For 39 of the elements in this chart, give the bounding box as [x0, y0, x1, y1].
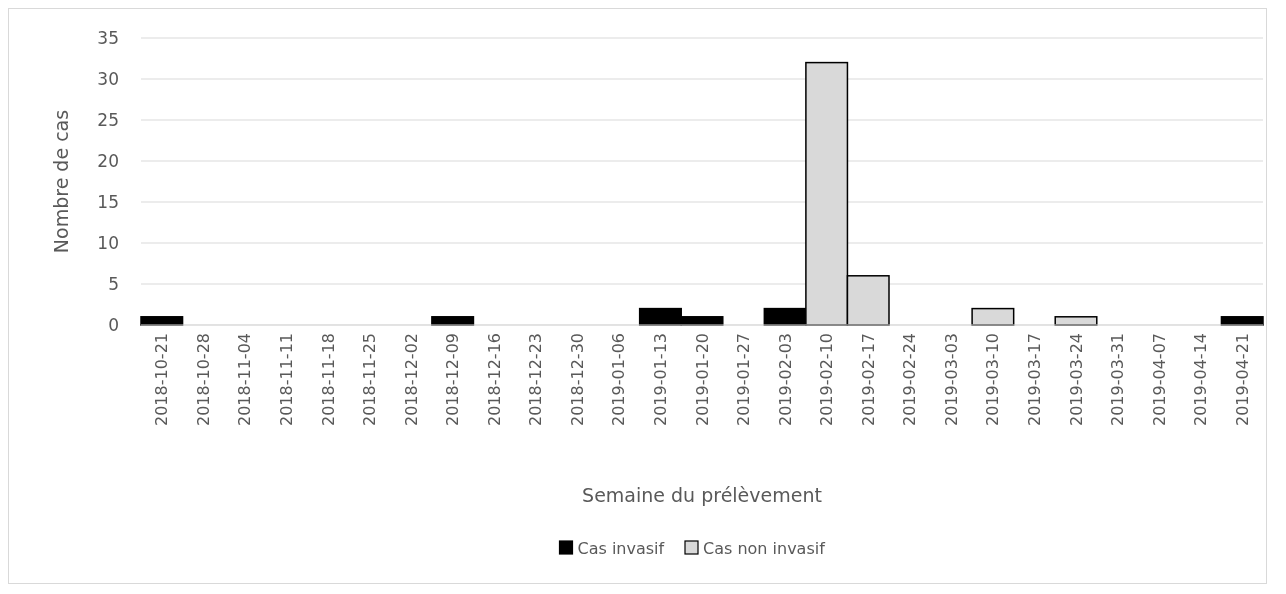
- x-tick-label: 2018-10-21: [152, 333, 172, 426]
- y-tick-label: 20: [97, 150, 119, 171]
- y-tick-label: 0: [108, 314, 119, 335]
- y-tick-label: 15: [97, 191, 119, 212]
- x-tick-label: 2019-02-24: [900, 333, 920, 426]
- legend-label: Cas non invasif: [703, 538, 826, 558]
- x-tick-label: 2019-02-17: [858, 333, 878, 426]
- x-tick-label: 2018-12-23: [526, 333, 546, 426]
- x-tick-label: 2019-04-07: [1149, 333, 1169, 426]
- x-tick-label: 2018-11-04: [235, 333, 255, 426]
- x-tick-label: 2019-01-13: [651, 333, 671, 426]
- x-axis-title: Semaine du prélèvement: [582, 484, 822, 506]
- x-tick-label: 2019-03-10: [983, 333, 1003, 426]
- x-tick-label: 2018-12-16: [484, 333, 504, 426]
- x-tick-label: 2019-03-24: [1066, 333, 1086, 426]
- y-axis-title: Nombre de cas: [50, 109, 72, 254]
- x-tick-label: 2018-11-25: [360, 333, 380, 426]
- legend-label: Cas invasif: [577, 538, 665, 558]
- x-tick-label: 2018-12-30: [567, 333, 587, 426]
- x-tick-label: 2019-04-21: [1232, 333, 1252, 426]
- x-tick-label: 2019-03-03: [941, 333, 961, 426]
- y-tick-label: 5: [108, 273, 119, 294]
- x-tick-label: 2019-01-20: [692, 333, 712, 426]
- x-tick-label: 2019-04-14: [1191, 333, 1211, 426]
- y-tick-label: 25: [97, 109, 119, 130]
- x-tick-label: 2018-12-09: [443, 333, 463, 426]
- x-tick-label: 2019-01-06: [609, 333, 629, 426]
- x-tick-label: 2019-03-17: [1025, 333, 1045, 426]
- x-tick-label: 2019-01-27: [734, 333, 754, 426]
- x-tick-label: 2019-02-03: [775, 333, 795, 426]
- x-tick-label: 2018-11-11: [277, 333, 297, 426]
- y-tick-label: 10: [97, 232, 119, 253]
- x-tick-label: 2018-12-02: [401, 333, 421, 426]
- x-tick-label: 2019-02-10: [817, 333, 837, 426]
- x-tick-label: 2019-03-31: [1108, 333, 1128, 426]
- y-tick-label: 35: [97, 27, 119, 48]
- x-tick-label: 2018-10-28: [193, 333, 213, 426]
- x-tick-label: 2018-11-18: [318, 333, 338, 426]
- y-tick-label: 30: [97, 68, 119, 89]
